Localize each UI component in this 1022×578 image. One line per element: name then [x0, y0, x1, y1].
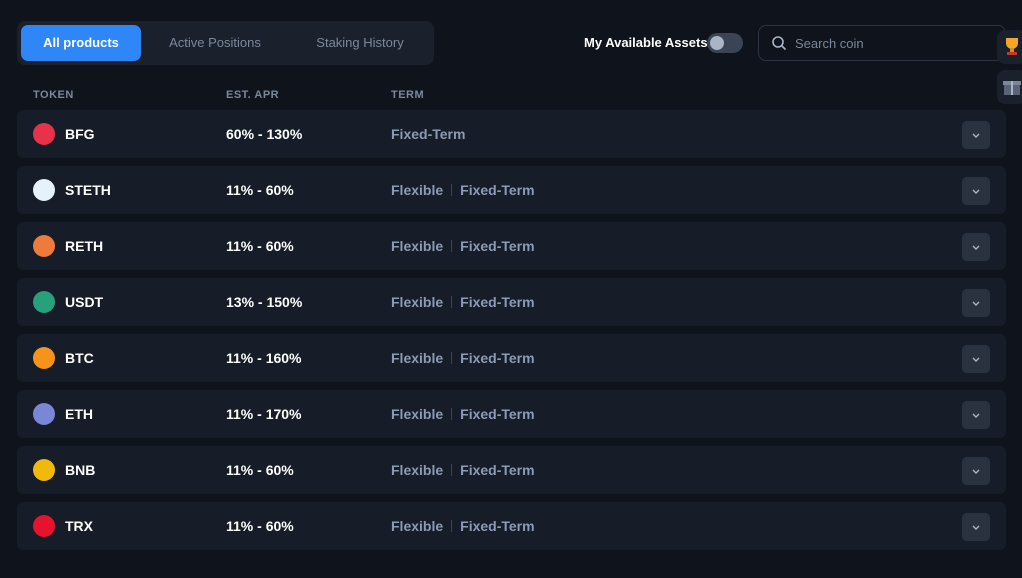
token-icon: [33, 347, 55, 369]
term-list: Flexible Fixed-Term: [391, 238, 535, 254]
term[interactable]: Fixed-Term: [460, 182, 535, 198]
table-row[interactable]: TRX 11% - 60% Flexible Fixed-Term: [17, 502, 1006, 550]
apr-range: 11% - 60%: [226, 182, 294, 198]
term-list: Fixed-Term: [391, 126, 465, 142]
token-name: RETH: [65, 238, 104, 254]
term-list: Flexible Fixed-Term: [391, 182, 535, 198]
expand-button[interactable]: [962, 513, 990, 541]
expand-button[interactable]: [962, 177, 990, 205]
token-name: ETH: [65, 406, 93, 422]
chevron-icon: [972, 189, 980, 194]
term[interactable]: Fixed-Term: [460, 350, 535, 366]
table-row[interactable]: BNB 11% - 60% Flexible Fixed-Term: [17, 446, 1006, 494]
term[interactable]: Flexible: [391, 294, 444, 310]
term-list: Flexible Fixed-Term: [391, 294, 535, 310]
expand-button[interactable]: [962, 289, 990, 317]
term[interactable]: Fixed-Term: [460, 406, 535, 422]
token-icon: [33, 291, 55, 313]
expand-button[interactable]: [962, 401, 990, 429]
term-separator: [451, 184, 453, 196]
term[interactable]: Fixed-Term: [460, 238, 535, 254]
token-icon: [33, 403, 55, 425]
term[interactable]: Flexible: [391, 350, 444, 366]
term[interactable]: Fixed-Term: [460, 294, 535, 310]
column-header: TERM: [391, 89, 425, 101]
chevron-icon: [972, 469, 980, 474]
apr-range: 11% - 60%: [226, 238, 294, 254]
chevron-icon: [972, 133, 980, 138]
table-row[interactable]: USDT 13% - 150% Flexible Fixed-Term: [17, 278, 1006, 326]
column-header: EST. APR: [226, 89, 280, 101]
token-name: USDT: [65, 294, 104, 310]
term[interactable]: Fixed-Term: [460, 462, 535, 478]
term-list: Flexible Fixed-Term: [391, 518, 535, 534]
term-list: Flexible Fixed-Term: [391, 350, 535, 366]
term-list: Flexible Fixed-Term: [391, 462, 535, 478]
column-header: TOKEN: [33, 89, 74, 101]
term-separator: [451, 296, 453, 308]
chevron-icon: [972, 245, 980, 250]
apr-range: 11% - 60%: [226, 518, 294, 534]
term-separator: [451, 352, 453, 364]
table-row[interactable]: STETH 11% - 60% Flexible Fixed-Term: [17, 166, 1006, 214]
table-row[interactable]: ETH 11% - 170% Flexible Fixed-Term: [17, 390, 1006, 438]
chevron-icon: [972, 413, 980, 418]
search-icon: [772, 36, 787, 51]
token-icon: [33, 179, 55, 201]
term[interactable]: Fixed-Term: [460, 518, 535, 534]
expand-button[interactable]: [962, 121, 990, 149]
token-icon: [33, 235, 55, 257]
chevron-icon: [972, 525, 980, 530]
expand-button[interactable]: [962, 345, 990, 373]
expand-button[interactable]: [962, 233, 990, 261]
trophy-button[interactable]: [997, 30, 1022, 64]
toggle-label: My Available Assets: [584, 35, 708, 50]
term[interactable]: Flexible: [391, 238, 444, 254]
token-name: BNB: [65, 462, 96, 478]
expand-button[interactable]: [962, 457, 990, 485]
search-placeholder: Search coin: [795, 36, 864, 51]
gift-button[interactable]: [997, 70, 1022, 104]
token-icon: [33, 459, 55, 481]
term-list: Flexible Fixed-Term: [391, 406, 535, 422]
apr-range: 60% - 130%: [226, 126, 303, 142]
token-name: BFG: [65, 126, 95, 142]
token-name: BTC: [65, 350, 94, 366]
chevron-icon: [972, 301, 980, 306]
term[interactable]: Fixed-Term: [391, 126, 466, 142]
table-row[interactable]: BFG 60% - 130% Fixed-Term: [17, 110, 1006, 158]
term-separator: [451, 464, 453, 476]
term-separator: [451, 520, 453, 532]
term[interactable]: Flexible: [391, 406, 444, 422]
gift-icon: [1003, 81, 1021, 95]
token-icon: [33, 123, 55, 145]
toggle[interactable]: [707, 33, 743, 53]
table-row[interactable]: RETH 11% - 60% Flexible Fixed-Term: [17, 222, 1006, 270]
term[interactable]: Flexible: [391, 182, 444, 198]
token-name: TRX: [65, 518, 93, 534]
apr-range: 13% - 150%: [226, 294, 303, 310]
tab[interactable]: Staking History: [316, 35, 404, 50]
tab-bar: All products Active Positions Staking Hi…: [17, 21, 434, 65]
apr-range: 11% - 60%: [226, 462, 294, 478]
term[interactable]: Flexible: [391, 462, 444, 478]
tab[interactable]: All products: [21, 25, 141, 61]
term-separator: [451, 240, 453, 252]
table-row[interactable]: BTC 11% - 160% Flexible Fixed-Term: [17, 334, 1006, 382]
term-separator: [451, 408, 453, 420]
trophy-icon: [1006, 38, 1018, 55]
search-box[interactable]: Search coin: [758, 25, 1006, 61]
token-name: STETH: [65, 182, 111, 198]
chevron-icon: [972, 357, 980, 362]
term[interactable]: Flexible: [391, 518, 444, 534]
apr-range: 11% - 160%: [226, 350, 302, 366]
tab[interactable]: Active Positions: [169, 35, 261, 50]
token-icon: [33, 515, 55, 537]
apr-range: 11% - 170%: [226, 406, 302, 422]
